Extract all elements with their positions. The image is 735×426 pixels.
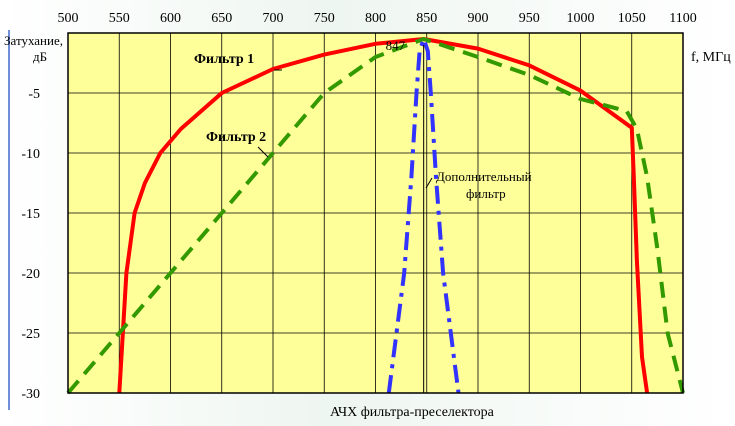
y-axis-label-line1: Затухание,	[4, 33, 63, 48]
x-axis-label: f, МГц	[691, 50, 731, 65]
y-tick-label: -15	[21, 207, 40, 222]
series-line-extra-filter	[386, 37, 461, 394]
x-tick-label: 750	[314, 11, 335, 26]
y-tick-label: -30	[21, 387, 40, 402]
y-tick-label: -10	[21, 147, 40, 162]
marker-label: 847	[386, 38, 406, 53]
series-label-filter-1: Фильтр 1	[194, 52, 254, 67]
series-lines	[66, 37, 685, 395]
x-tick-label: 850	[416, 11, 437, 26]
x-tick-label: 550	[109, 11, 130, 26]
x-tick-label: 1000	[567, 11, 595, 26]
left-accent-bar	[8, 30, 10, 410]
x-tick-label: 1100	[669, 11, 696, 26]
pointer-filter-2	[257, 146, 269, 158]
x-tick-label: 700	[263, 11, 284, 26]
series-label-extra-line1: Дополнительный	[436, 169, 532, 184]
series-line-filter-2	[66, 37, 685, 395]
y-tick-label: -20	[21, 267, 40, 282]
series-line-filter-1	[117, 37, 650, 394]
tick-labels: 500 550 600 650 700 750 800 850 900 950 1000 1050 11…	[21, 11, 696, 402]
series-label-filter-2: Фильтр 2	[206, 130, 266, 145]
x-tick-label: 600	[160, 11, 181, 26]
y-tick-label: -25	[21, 327, 40, 342]
x-tick-label: 800	[365, 11, 386, 26]
y-axis-label-line2: дБ	[33, 49, 47, 64]
x-tick-label: 650	[211, 11, 232, 26]
plot-frame	[67, 32, 684, 394]
x-tick-label: 1050	[618, 11, 646, 26]
x-tick-label: 950	[519, 11, 540, 26]
x-tick-label: 500	[58, 11, 79, 26]
x-tick-label: 900	[468, 11, 489, 26]
y-tick-label: -5	[28, 87, 40, 102]
chart-caption: АЧХ фильтра-преселектора	[330, 405, 495, 420]
pointer-extra	[425, 177, 433, 189]
series-label-extra-line2: фильтр	[466, 186, 506, 201]
